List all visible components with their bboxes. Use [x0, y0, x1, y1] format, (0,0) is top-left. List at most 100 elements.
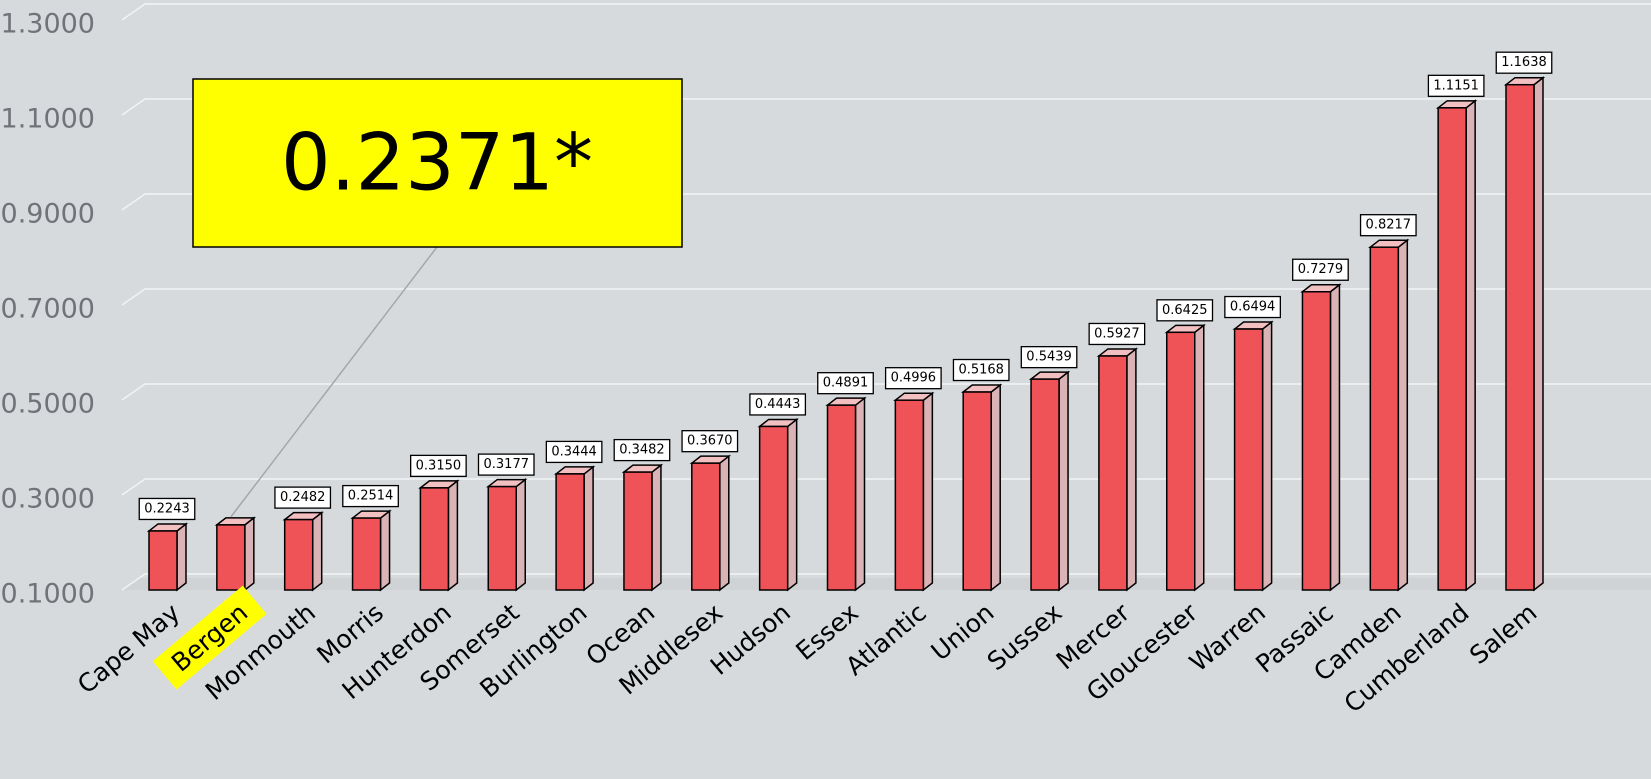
grid-line [121, 383, 1651, 401]
bar-front [487, 485, 517, 591]
value-label-box [817, 372, 874, 395]
bar-front [283, 518, 314, 591]
bar-front [1233, 328, 1264, 591]
bar-side [1261, 320, 1273, 592]
value-label-box [1088, 322, 1146, 346]
bar [1164, 323, 1206, 592]
bar-front [148, 530, 178, 591]
value-label: 0.5927 [1094, 326, 1140, 341]
value-label: 0.7279 [1298, 262, 1344, 277]
value-label: 0.5168 [958, 363, 1004, 378]
value-label: 0.3482 [619, 443, 665, 458]
grid-line [121, 193, 1651, 211]
bar-front [555, 473, 585, 591]
value-label-box [1156, 299, 1214, 322]
bar-side [176, 522, 187, 592]
grid-line [121, 98, 1651, 116]
floor [120, 578, 1651, 590]
x-tick-label: Sussex [982, 598, 1068, 676]
bar-front [1369, 246, 1400, 591]
value-label-box [1292, 258, 1349, 281]
grid-line [121, 478, 1651, 496]
y-tick-label: 0.1000 [1, 579, 95, 610]
bar [825, 396, 867, 592]
bar [553, 465, 596, 592]
y-tick-label: 0.9000 [1, 199, 95, 230]
value-label: 0.3177 [484, 457, 530, 472]
bar-side [379, 509, 391, 592]
bar-front [962, 391, 992, 591]
bar-side [990, 383, 1001, 592]
value-label-box [1224, 295, 1281, 319]
bar-side [515, 478, 526, 592]
bar-front [1301, 290, 1332, 591]
value-label-box [274, 486, 332, 509]
bar-side [651, 463, 662, 592]
bar-front [419, 487, 450, 591]
value-label: 0.3670 [687, 434, 733, 449]
bar-side [786, 417, 798, 592]
y-tick-label: 0.7000 [1, 294, 95, 325]
bar-side [1058, 370, 1069, 592]
value-label-box [952, 358, 1010, 382]
value-label: 0.5439 [1026, 350, 1072, 365]
value-label: 0.4891 [823, 376, 869, 391]
bar-side [311, 511, 323, 592]
bar-side [854, 396, 866, 592]
bar-side [583, 465, 594, 592]
bar [1096, 347, 1139, 592]
bar [418, 479, 460, 592]
bar-side [1126, 347, 1137, 592]
value-label-box [884, 367, 942, 390]
bar-front [826, 404, 857, 591]
value-label: 0.8217 [1366, 218, 1412, 233]
value-label: 0.2243 [144, 501, 190, 516]
x-tick: Salem [1464, 598, 1542, 670]
bar-side [244, 516, 255, 592]
bar [350, 509, 392, 592]
value-label-box [138, 497, 196, 521]
bar [689, 454, 731, 592]
value-label-box [613, 438, 671, 462]
bar [757, 417, 799, 592]
bar-front [1166, 331, 1196, 591]
bar [282, 511, 324, 592]
value-label: 1.1638 [1501, 55, 1547, 70]
value-label: 0.3150 [416, 458, 462, 473]
bar [621, 463, 664, 592]
bar-side [1465, 99, 1476, 592]
value-label: 0.6494 [1230, 300, 1276, 315]
grid-line [121, 288, 1651, 306]
bar-side [1194, 323, 1205, 592]
bar-front [1098, 355, 1128, 591]
value-label-box [342, 484, 399, 508]
value-label-box [681, 430, 739, 453]
bar-front [894, 399, 925, 591]
bar-front [351, 517, 382, 591]
bar-front [1030, 378, 1060, 591]
bar-side [719, 454, 730, 592]
bar [486, 478, 528, 592]
bar-front [216, 524, 246, 591]
bar-side [922, 391, 934, 592]
grid-line [121, 573, 1651, 591]
value-label-box [1495, 51, 1553, 74]
value-label: 0.3444 [551, 444, 597, 459]
y-tick-label: 0.3000 [1, 484, 95, 515]
bar [1368, 238, 1410, 592]
value-label: 0.4443 [755, 397, 801, 412]
y-tick-label: 0.5000 [1, 389, 95, 420]
x-tick-label: Salem [1464, 598, 1542, 670]
callout-box [192, 78, 683, 248]
bar [1300, 283, 1342, 592]
value-label: 0.4996 [891, 371, 937, 386]
bar-side [1533, 76, 1544, 592]
bar [893, 391, 935, 592]
value-label: 0.2514 [348, 489, 394, 504]
value-label-box [409, 454, 467, 478]
bar-side [1329, 283, 1341, 592]
bar-front [691, 462, 721, 591]
value-label: 0.6425 [1162, 303, 1208, 318]
bar-front [1437, 107, 1467, 591]
